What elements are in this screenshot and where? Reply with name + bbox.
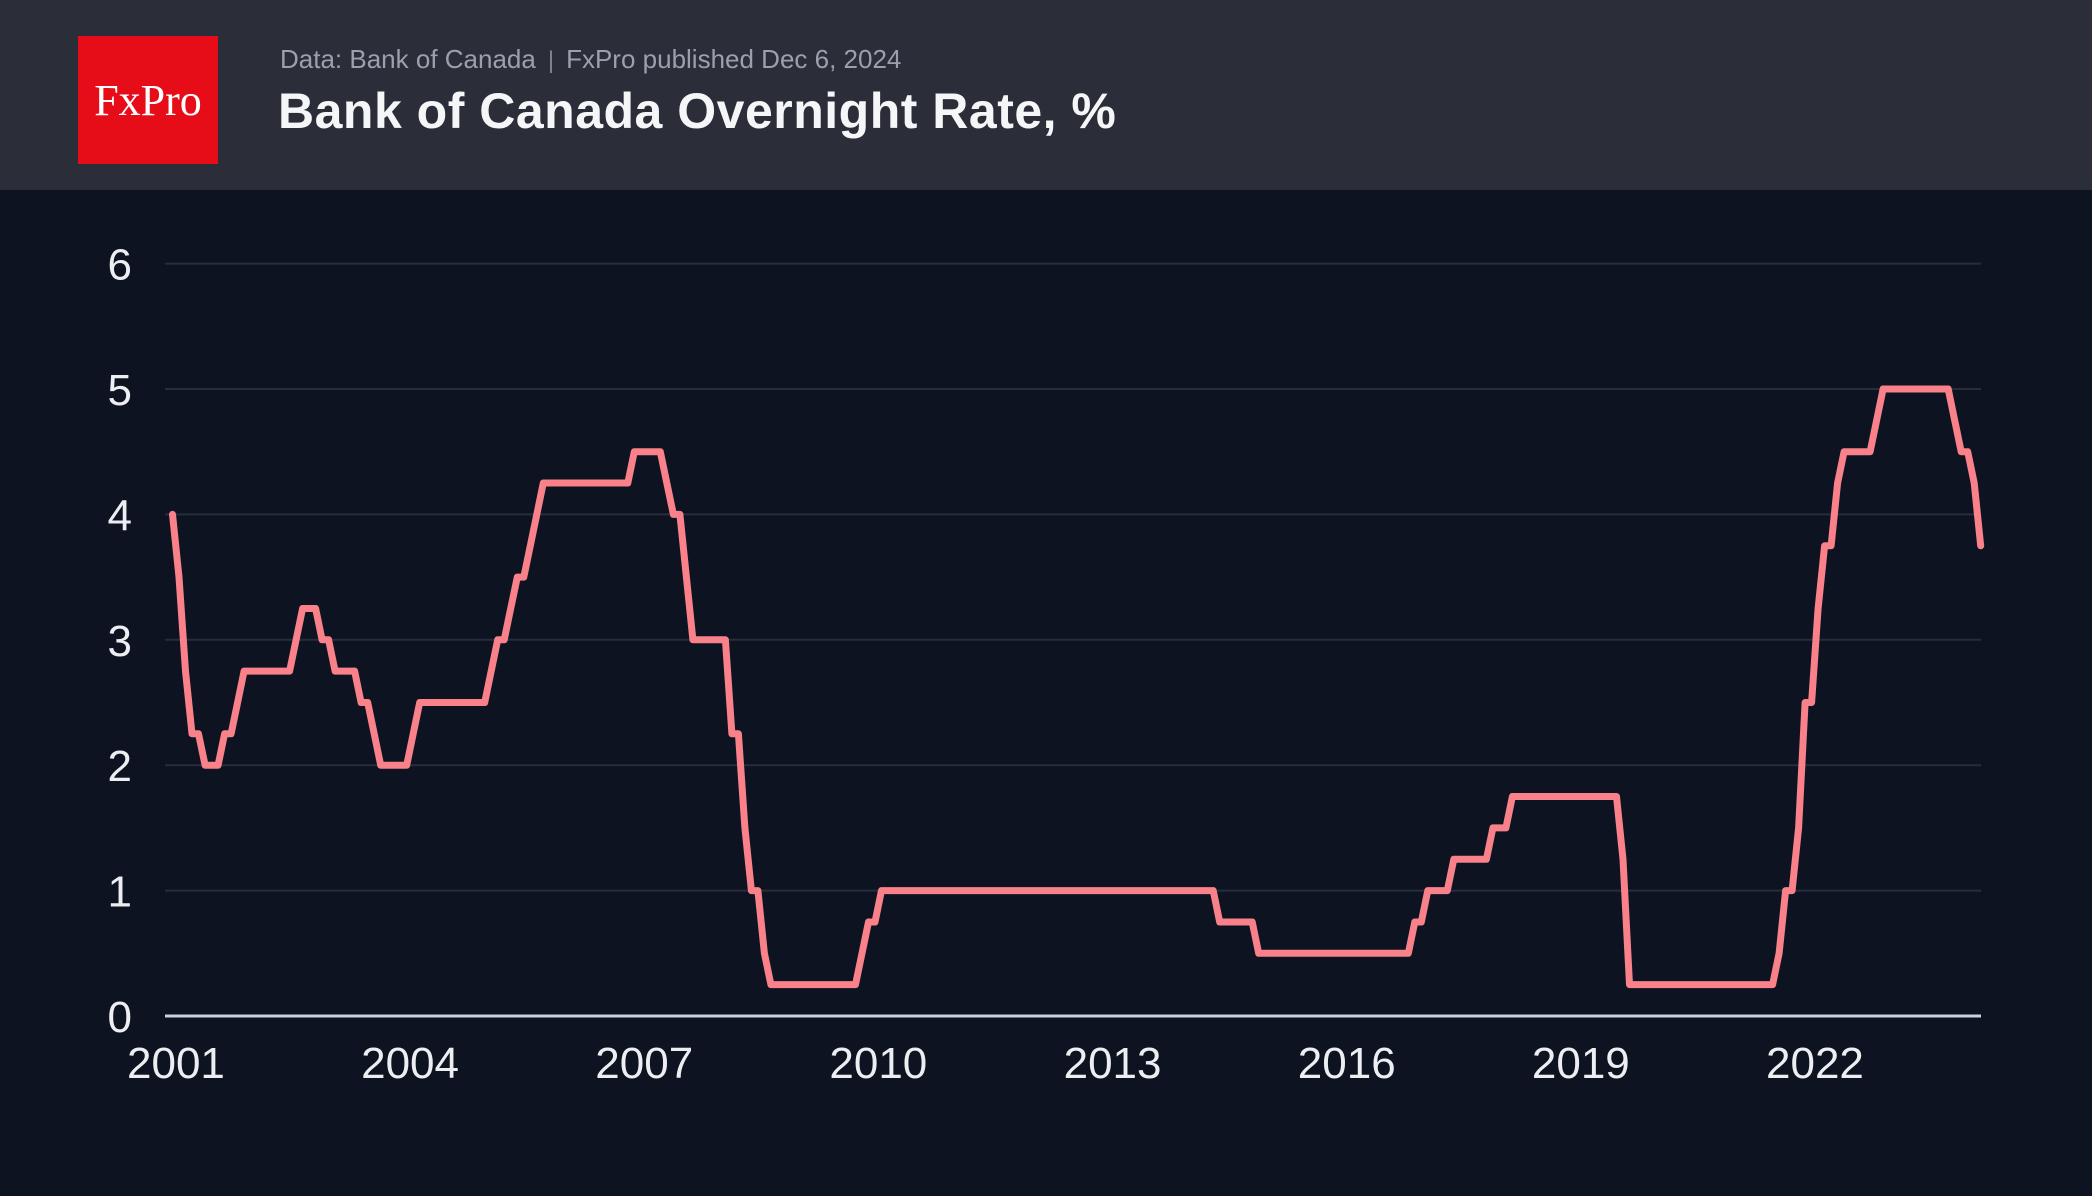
rate-line-series bbox=[169, 385, 1985, 989]
published-label: FxPro published Dec 6, 2024 bbox=[566, 44, 902, 74]
separator-bar: | bbox=[547, 47, 555, 74]
data-source-label: Data: Bank of Canada bbox=[280, 44, 536, 74]
x-tick-label-2007: 2007 bbox=[595, 1039, 693, 1088]
fxpro-logo: FxPro bbox=[78, 36, 218, 164]
axis-labels-group: 0 1 2 3 4 5 6 2001 2004 2007 2010 2013 2016 2019 2022 bbox=[108, 241, 1864, 1088]
y-tick-label-0: 0 bbox=[108, 993, 132, 1042]
header: FxPro Data: Bank of Canada | FxPro publish… bbox=[0, 0, 2092, 190]
y-tick-label-6: 6 bbox=[108, 241, 132, 290]
y-tick-label-3: 3 bbox=[108, 617, 132, 666]
y-tick-label-1: 1 bbox=[108, 868, 132, 917]
y-tick-label-2: 2 bbox=[108, 742, 132, 791]
y-tick-label-5: 5 bbox=[108, 366, 132, 415]
x-tick-label-2004: 2004 bbox=[361, 1039, 459, 1088]
y-tick-label-4: 4 bbox=[108, 491, 132, 540]
chart-source-line: Data: Bank of Canada | FxPro published Dec… bbox=[280, 44, 901, 75]
gridlines-group bbox=[165, 262, 1981, 1018]
page-title: Bank of Canada Overnight Rate, % bbox=[278, 83, 1117, 139]
x-tick-label-2001: 2001 bbox=[127, 1039, 225, 1088]
x-tick-label-2010: 2010 bbox=[829, 1039, 927, 1088]
x-tick-label-2016: 2016 bbox=[1298, 1039, 1396, 1088]
fxpro-logo-text: FxPro bbox=[94, 75, 202, 125]
x-tick-label-2013: 2013 bbox=[1064, 1039, 1162, 1088]
x-tick-label-2022: 2022 bbox=[1766, 1039, 1864, 1088]
x-tick-label-2019: 2019 bbox=[1532, 1039, 1630, 1088]
